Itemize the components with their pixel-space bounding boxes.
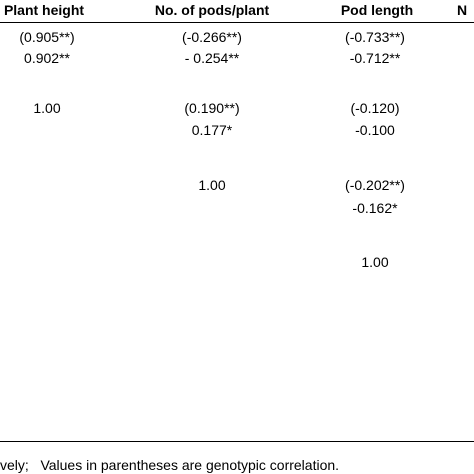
- header-rule: [0, 22, 474, 23]
- table-cell: 0.902**: [24, 50, 70, 66]
- table-cell: - 0.254**: [184, 50, 240, 66]
- table-cell: -0.712**: [349, 50, 401, 66]
- table-cell: (-0.266**): [182, 29, 242, 45]
- table-cell: (-0.120): [350, 100, 400, 116]
- table-cell: 1.00: [361, 254, 389, 270]
- table-cell: (-0.733**): [345, 29, 405, 45]
- column-header: N: [456, 2, 468, 18]
- table-cell: 1.00: [198, 177, 226, 193]
- column-header: Pod length: [340, 2, 414, 18]
- table-cell: -0.100: [355, 122, 395, 138]
- bottom-rule: [0, 441, 474, 442]
- table-cell: 1.00: [33, 100, 61, 116]
- table-cell: 0.177*: [191, 122, 233, 138]
- table-cell: (-0.202**): [345, 177, 405, 193]
- table-cell: (0.905**): [19, 29, 75, 45]
- column-header: No. of pods/plant: [154, 2, 270, 18]
- column-header: Plant height: [3, 2, 85, 18]
- table-cell: (0.190**): [184, 100, 240, 116]
- footnote: vely; Values in parentheses are genotypi…: [0, 457, 340, 473]
- table-cell: -0.162*: [352, 200, 398, 216]
